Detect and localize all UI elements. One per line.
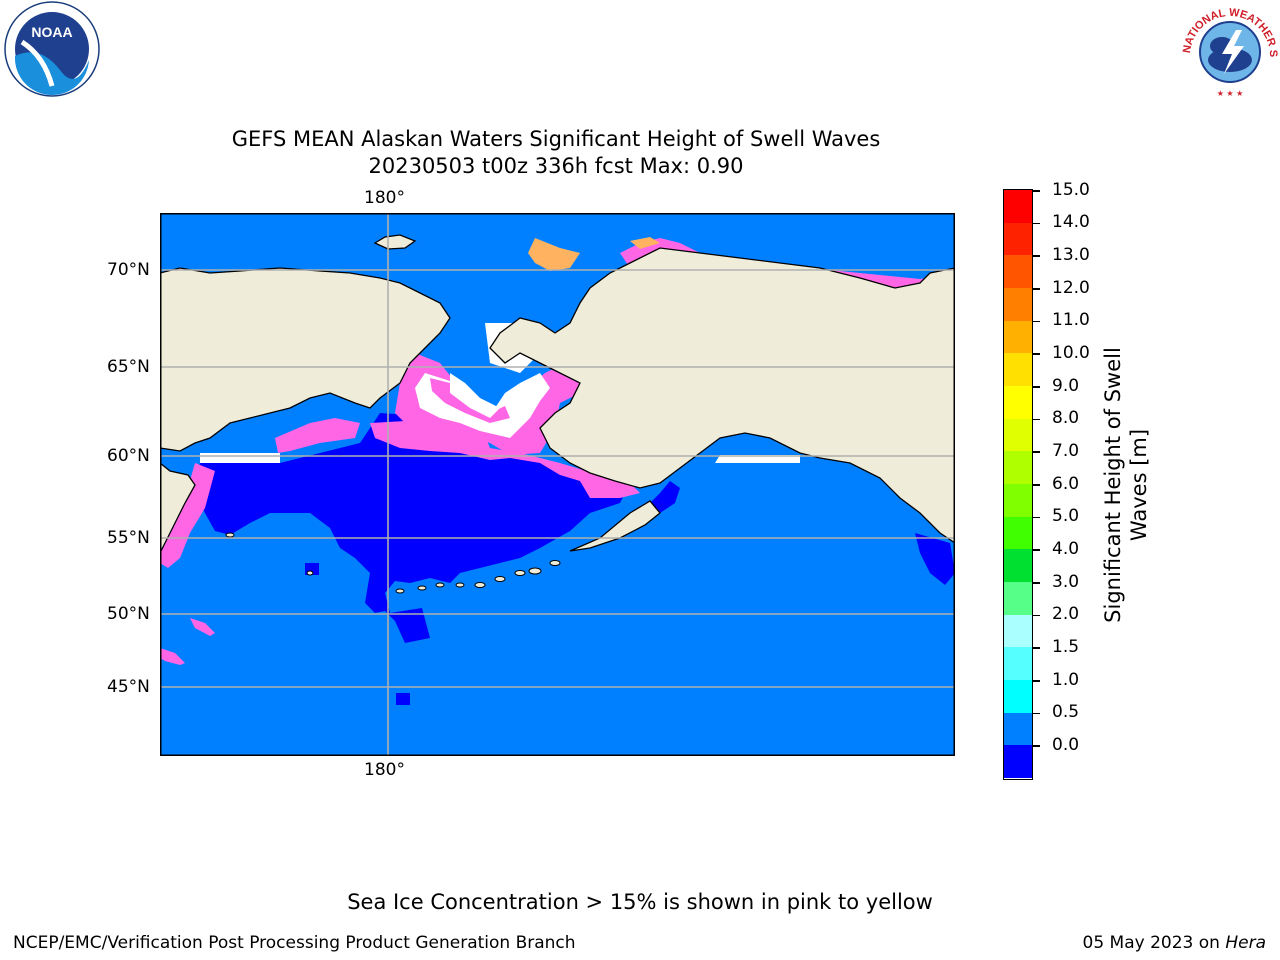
lat-label-45: 45°N [107,677,150,697]
footer-date-text: 05 May 2023 on [1082,933,1226,953]
colorbar-segment [1004,320,1032,354]
colorbar-tick-label: 9.0 [1052,375,1080,396]
lon-label-top: 180° [364,188,405,208]
colorbar-segment [1004,712,1032,746]
colorbar [1003,189,1033,780]
land-masses [160,213,955,554]
svg-text:NOAA: NOAA [31,24,72,40]
colorbar-tick-mark [1033,484,1040,486]
colorbar-tick-label: 13.0 [1052,244,1090,265]
lat-label-60: 60°N [107,446,150,466]
colorbar-tick-mark [1033,549,1040,551]
colorbar-tick-label: 0.5 [1052,702,1080,723]
colorbar-tick-mark [1033,451,1040,453]
colorbar-tick-mark [1033,386,1040,388]
colorbar-tick-label: 5.0 [1052,506,1080,527]
colorbar-tick-label: 7.0 [1052,440,1080,461]
colorbar-segment [1004,516,1032,550]
colorbar-label: Significant Height of Swell Waves [m] [1101,347,1151,623]
sea-ice-note: Sea Ice Concentration > 15% is shown in … [347,890,933,914]
colorbar-tick-label: 15.0 [1052,179,1090,200]
colorbar-tick-mark [1033,712,1040,715]
svg-text:★ ★ ★: ★ ★ ★ [1217,89,1244,98]
colorbar-tick-mark [1033,320,1040,323]
colorbar-tick-label: 6.0 [1052,473,1080,494]
colorbar-tick-mark [1033,516,1040,519]
colorbar-tick-label: 14.0 [1052,212,1090,233]
noaa-logo: NOAA [4,1,100,97]
lat-label-65: 65°N [107,357,150,377]
colorbar-tick-mark [1033,647,1040,649]
colorbar-segment [1004,353,1032,387]
colorbar-tick-label: 0.0 [1052,734,1080,755]
colorbar-tick-mark [1033,353,1040,355]
chart-subtitle: 20230503 t00z 336h fcst Max: 0.90 [368,154,744,178]
colorbar-segment [1004,190,1032,224]
colorbar-tick-mark [1033,190,1040,192]
colorbar-tick-label: 1.0 [1052,669,1080,690]
graticule [160,213,955,756]
colorbar-tick-label: 8.0 [1052,408,1080,429]
colorbar-tick-label: 10.0 [1052,342,1090,363]
aleutian-islands [225,532,561,594]
nws-logo: NATIONAL WEATHER SERVICE ★ ★ ★ [1178,0,1279,98]
colorbar-tick-mark [1033,680,1040,682]
colorbar-segment [1004,484,1032,518]
colorbar-tick-mark [1033,255,1040,257]
lat-label-55: 55°N [107,528,150,548]
low-swell-region [195,413,955,705]
colorbar-tick-mark [1033,418,1040,421]
colorbar-segment [1004,614,1032,648]
colorbar-tick-mark [1033,288,1040,290]
footer-credit: NCEP/EMC/Verification Post Processing Pr… [13,933,576,953]
lon-label-bottom: 180° [364,760,405,780]
colorbar-tick-label: 4.0 [1052,538,1080,559]
colorbar-segment [1004,255,1032,289]
colorbar-segment [1004,680,1032,714]
colorbar-segment [1004,745,1032,779]
colorbar-tick-label: 1.5 [1052,636,1080,657]
colorbar-segment [1004,582,1032,616]
colorbar-segment [1004,451,1032,485]
colorbar-segment [1004,222,1032,256]
colorbar-segment [1004,549,1032,583]
lat-label-70: 70°N [107,260,150,280]
colorbar-tick-label: 11.0 [1052,310,1090,331]
map-panel [160,213,955,756]
colorbar-tick-mark [1033,222,1040,225]
colorbar-tick-label: 2.0 [1052,604,1080,625]
colorbar-tick-mark [1033,582,1040,584]
colorbar-segment [1004,647,1032,681]
footer-date: 05 May 2023 on Hera [1083,933,1267,953]
colorbar-segment [1004,386,1032,420]
lat-label-50: 50°N [107,604,150,624]
colorbar-tick-mark [1033,745,1040,747]
colorbar-tick-label: 3.0 [1052,571,1080,592]
map-frame [160,213,955,756]
colorbar-tick-label: 12.0 [1052,277,1090,298]
footer-host: Hera [1225,933,1266,953]
chart-title: GEFS MEAN Alaskan Waters Significant Hei… [231,127,881,151]
colorbar-segment [1004,418,1032,452]
colorbar-segment [1004,288,1032,322]
colorbar-tick-mark [1033,614,1040,617]
